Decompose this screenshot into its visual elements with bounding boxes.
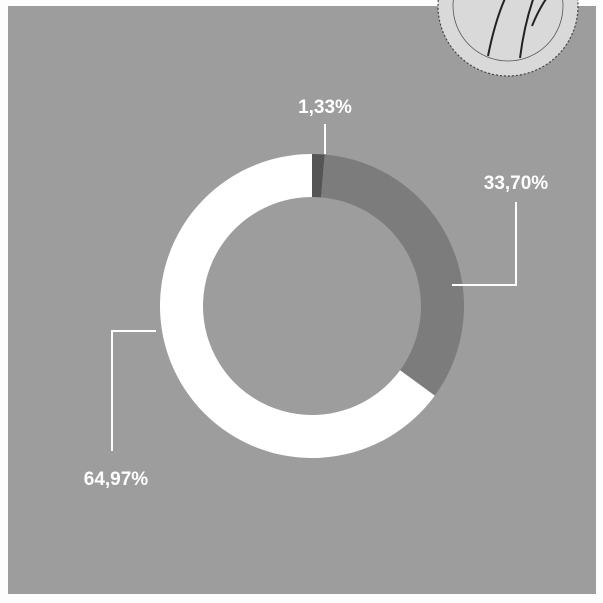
data-label-0: 1,33% (298, 97, 352, 118)
leader-line-1 (452, 202, 517, 286)
leader-lines (111, 124, 517, 451)
donut-chart: 1,33% 33,70% 64,97% (8, 6, 596, 594)
donut-slice-2 (160, 153, 435, 458)
stamp-and-signature (437, 0, 579, 77)
chart-panel: 1,33% 33,70% 64,97% (8, 0, 596, 594)
donut-slice-0 (312, 154, 325, 198)
donut-slice-1 (321, 154, 464, 396)
data-label-1: 33,70% (484, 173, 549, 194)
chart-background (8, 6, 596, 594)
data-labels: 1,33% 33,70% 64,97% (84, 97, 549, 490)
data-label-2: 64,97% (84, 469, 149, 490)
leader-line-2 (111, 330, 156, 451)
donut-slices (160, 153, 464, 458)
